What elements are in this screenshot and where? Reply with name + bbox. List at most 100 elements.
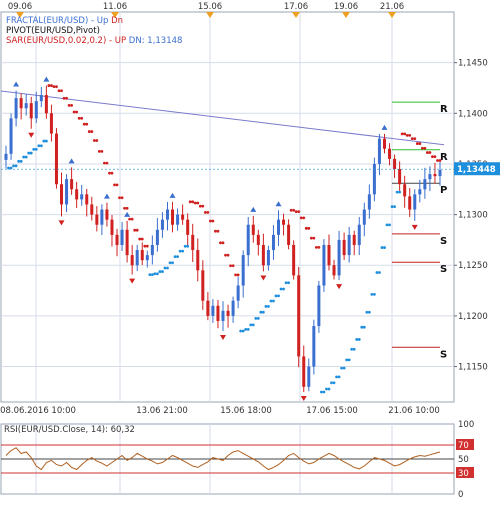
candle bbox=[403, 175, 407, 208]
sar-dot bbox=[193, 201, 197, 205]
sar-dot bbox=[327, 387, 331, 391]
fractal-up-marker bbox=[275, 201, 282, 207]
candle-body bbox=[216, 305, 220, 321]
legend-entry-name: FRACTAL(EUR/USD) - bbox=[6, 16, 97, 26]
candle-body bbox=[211, 305, 215, 316]
rsi-title: RSI(EUR/USD.Close, 14): 60,32 bbox=[4, 425, 135, 435]
sar-dot bbox=[211, 219, 215, 223]
sar-dot bbox=[77, 116, 81, 120]
sar-dot bbox=[332, 381, 336, 385]
candle bbox=[367, 184, 371, 219]
candle-body bbox=[398, 169, 402, 185]
candle bbox=[216, 299, 220, 329]
rsi-line bbox=[5, 447, 441, 471]
candle bbox=[266, 245, 270, 271]
candle-body bbox=[418, 189, 422, 195]
sar-dot bbox=[97, 149, 101, 153]
candle bbox=[130, 244, 134, 275]
sar-dot bbox=[365, 310, 369, 314]
fractal-up-marker bbox=[68, 158, 75, 164]
candle bbox=[347, 226, 351, 263]
sar-dot bbox=[408, 133, 412, 137]
sar-dot bbox=[55, 85, 58, 89]
candle bbox=[277, 210, 281, 246]
candle-body bbox=[171, 209, 175, 225]
candle bbox=[155, 217, 159, 252]
pivot-level-label: S bbox=[440, 236, 447, 247]
candle bbox=[196, 238, 200, 282]
fractal-down-marker bbox=[411, 224, 418, 230]
candle bbox=[302, 345, 306, 393]
candle bbox=[29, 96, 33, 129]
sar-dot bbox=[50, 84, 53, 87]
sar-dot bbox=[246, 327, 250, 331]
candle bbox=[337, 230, 341, 281]
candle-body bbox=[277, 219, 281, 235]
candle-body bbox=[110, 219, 114, 235]
sar-dot bbox=[390, 205, 394, 209]
candle bbox=[251, 215, 255, 243]
candle bbox=[261, 233, 265, 272]
sar-dot bbox=[304, 226, 308, 230]
candle bbox=[287, 219, 291, 250]
sar-dot bbox=[347, 358, 351, 362]
sar-dot bbox=[7, 166, 10, 170]
candle bbox=[271, 225, 275, 260]
candle-body bbox=[160, 219, 164, 230]
candle bbox=[140, 242, 144, 265]
date-marker-icon bbox=[342, 12, 350, 18]
candle-body bbox=[388, 148, 392, 159]
y-tick-label: 1,1150 bbox=[458, 363, 488, 373]
sar-dot bbox=[19, 159, 23, 163]
sar-dot bbox=[153, 272, 157, 276]
sar-dot bbox=[241, 329, 245, 333]
main-plot-frame bbox=[0, 11, 455, 403]
rsi-level-badge bbox=[456, 467, 474, 478]
sar-dot bbox=[67, 103, 71, 107]
sar-dot bbox=[352, 347, 356, 351]
sar-dot bbox=[314, 245, 318, 249]
candle bbox=[231, 296, 235, 323]
top-date-label: 19.06 bbox=[334, 2, 358, 12]
sar-dot bbox=[405, 133, 409, 137]
fractal-up-marker bbox=[103, 193, 110, 199]
candle bbox=[352, 230, 356, 256]
candle-body bbox=[19, 98, 23, 109]
candle bbox=[206, 292, 210, 321]
candle bbox=[85, 188, 89, 217]
candle bbox=[428, 166, 432, 192]
sar-dot bbox=[342, 366, 346, 370]
candle bbox=[125, 220, 129, 263]
fractal-up-marker bbox=[13, 81, 20, 87]
fractal-down-marker bbox=[58, 220, 65, 226]
sar-dot bbox=[168, 261, 172, 265]
sar-dot bbox=[75, 110, 79, 114]
sar-dot bbox=[186, 244, 190, 248]
candle-body bbox=[181, 214, 185, 220]
candle bbox=[282, 213, 286, 236]
legend-entry-name: PIVOT(EUR/USD,Pivot) bbox=[6, 26, 100, 36]
sar-dot bbox=[57, 89, 61, 93]
legend-entry: PIVOT(EUR/USD,Pivot) bbox=[6, 26, 100, 36]
sar-dot bbox=[229, 264, 232, 268]
sar-dot bbox=[103, 161, 106, 165]
candle-body bbox=[145, 255, 149, 261]
sar-dot bbox=[123, 206, 126, 210]
candle-body bbox=[186, 219, 190, 235]
candle bbox=[256, 229, 260, 256]
sar-dot bbox=[62, 96, 66, 100]
candle-body bbox=[433, 174, 437, 177]
y-tick-label: 1,1250 bbox=[458, 261, 488, 271]
candle-body bbox=[438, 170, 442, 177]
candle-body bbox=[155, 229, 159, 245]
candle-body bbox=[347, 234, 351, 256]
sar-dot bbox=[128, 217, 132, 221]
date-marker-icon bbox=[206, 12, 214, 18]
candle-body bbox=[266, 250, 270, 266]
sar-dot bbox=[110, 171, 114, 175]
candle bbox=[120, 221, 124, 251]
candle bbox=[357, 217, 361, 256]
candle-body bbox=[297, 275, 301, 357]
sar-dot bbox=[203, 210, 207, 214]
